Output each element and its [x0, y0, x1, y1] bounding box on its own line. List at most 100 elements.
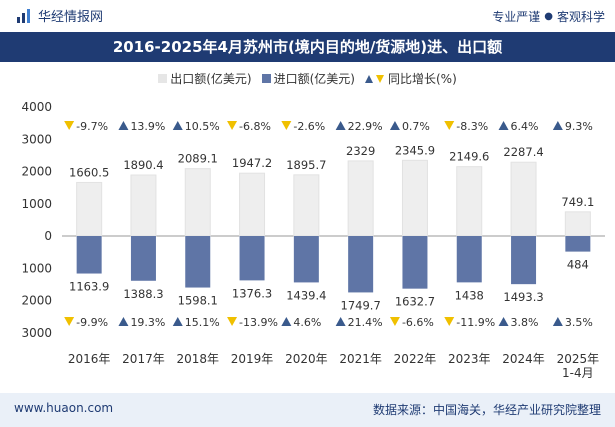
import-bar	[511, 236, 537, 285]
import-growth-triangle-icon	[552, 317, 563, 326]
x-category-label: 2021年	[339, 352, 382, 366]
import-data-label: 484	[567, 258, 589, 272]
x-category-label: 2022年	[394, 352, 437, 366]
separator-dot-icon: ●	[544, 11, 553, 22]
export-growth-label: -9.7%	[76, 120, 108, 133]
x-category-label: 2024年	[502, 352, 545, 366]
import-growth-triangle-icon	[281, 317, 292, 326]
footer-website[interactable]: www.huaon.com	[14, 401, 114, 415]
export-growth-triangle-icon	[227, 121, 238, 130]
export-bar	[401, 159, 428, 237]
x-category-label: 2016年	[68, 352, 111, 366]
export-data-label: 1947.2	[232, 156, 272, 170]
export-growth-label: 22.9%	[348, 120, 383, 133]
export-data-label: 1895.7	[286, 158, 326, 172]
export-growth-label: 0.7%	[402, 120, 430, 133]
legend-item-import[interactable]: 进口额(亿美元)	[261, 70, 355, 87]
legend-item-growth[interactable]: 同比增长(%)	[364, 70, 457, 87]
import-data-label: 1598.1	[178, 294, 218, 308]
import-growth-label: 21.4%	[348, 316, 383, 329]
import-growth-triangle-icon	[227, 317, 238, 326]
import-growth-label: 3.5%	[565, 316, 593, 329]
export-data-label: 749.1	[561, 195, 594, 209]
import-growth-triangle-icon	[64, 317, 75, 326]
import-growth-label: 15.1%	[185, 316, 220, 329]
import-data-label: 1749.7	[341, 298, 381, 312]
brand-logo-icon	[17, 8, 30, 23]
import-data-label: 1632.7	[395, 295, 435, 309]
export-growth-triangle-icon	[389, 121, 400, 130]
export-growth-label: 9.3%	[565, 120, 593, 133]
import-growth-label: -11.9%	[456, 316, 495, 329]
legend-label-import: 进口额(亿美元)	[273, 72, 355, 86]
y-tick-label: 0	[44, 229, 52, 243]
export-growth-triangle-icon	[498, 121, 509, 130]
brand[interactable]: 华经情报网	[16, 6, 103, 25]
footer-source: 数据来源：中国海关，华经产业研究院整理	[372, 403, 601, 417]
export-data-label: 2329	[346, 144, 375, 158]
import-data-label: 1376.3	[232, 286, 272, 300]
export-bar	[130, 174, 157, 237]
y-tick-label: 2000	[21, 165, 52, 179]
export-growth-triangle-icon	[335, 121, 346, 130]
x-category-label: 1-4月	[562, 366, 594, 380]
slogan-left: 专业严谨	[492, 10, 541, 24]
export-growth-label: -2.6%	[293, 120, 325, 133]
import-bar	[565, 236, 591, 252]
export-bar	[347, 160, 374, 237]
import-bar	[76, 236, 102, 274]
export-growth-label: 13.9%	[130, 120, 165, 133]
export-bar	[239, 172, 266, 237]
import-growth-triangle-icon	[444, 317, 455, 326]
import-bar	[456, 236, 482, 283]
import-growth-label: -9.9%	[76, 316, 108, 329]
export-growth-label: -6.8%	[239, 120, 271, 133]
import-data-label: 1438	[455, 288, 484, 302]
import-data-label: 1493.3	[503, 290, 543, 304]
export-growth-triangle-icon	[281, 121, 292, 130]
legend-triangle-icons	[364, 74, 384, 83]
top-bar: 华经情报网 专业严谨 ● 客观科学	[0, 0, 615, 32]
import-bar	[239, 236, 265, 281]
export-data-label: 2287.4	[503, 145, 543, 159]
chart-title: 2016-2025年4月苏州市(境内目的地/货源地)进、出口额	[0, 32, 615, 62]
y-tick-label: 1000	[21, 261, 52, 275]
import-growth-label: -6.6%	[402, 316, 434, 329]
x-category-label: 2020年	[285, 352, 328, 366]
export-growth-triangle-icon	[172, 121, 183, 130]
legend-swatch-export	[158, 74, 168, 83]
import-growth-label: -13.9%	[239, 316, 278, 329]
export-growth-triangle-icon	[552, 121, 563, 130]
import-bar	[402, 236, 428, 289]
export-bar	[564, 211, 591, 237]
import-growth-label: 19.3%	[130, 316, 165, 329]
export-growth-label: 6.4%	[511, 120, 539, 133]
chart-legend: 出口额(亿美元) 进口额(亿美元) 同比增长(%)	[0, 70, 615, 87]
y-tick-label: 2000	[21, 294, 52, 308]
import-growth-triangle-icon	[118, 317, 129, 326]
x-category-label: 2018年	[176, 352, 219, 366]
import-growth-label: 3.8%	[511, 316, 539, 329]
export-growth-label: -8.3%	[456, 120, 488, 133]
import-bar	[348, 236, 374, 293]
footer: www.huaon.com 数据来源：中国海关，华经产业研究院整理	[0, 393, 615, 427]
y-tick-label: 4000	[21, 100, 52, 114]
import-growth-triangle-icon	[498, 317, 509, 326]
legend-swatch-import	[261, 74, 271, 83]
export-data-label: 2149.6	[449, 150, 489, 164]
import-data-label: 1163.9	[69, 280, 109, 294]
import-growth-triangle-icon	[172, 317, 183, 326]
import-growth-triangle-icon	[335, 317, 346, 326]
export-data-label: 2089.1	[178, 152, 218, 166]
x-category-label: 2019年	[231, 352, 274, 366]
import-bar	[185, 236, 211, 288]
export-bar	[293, 174, 320, 237]
export-bar	[510, 161, 537, 237]
export-data-label: 1660.5	[69, 165, 109, 179]
bar-chart-svg: 4000 3000 2000 1000 0 1000 2000 3000 1660.5 1163.…	[21, 100, 605, 380]
import-bar	[130, 236, 156, 281]
legend-item-export[interactable]: 出口额(亿美元)	[158, 70, 252, 87]
export-growth-triangle-icon	[118, 121, 129, 130]
x-category-label: 2023年	[448, 352, 491, 366]
x-category-label: 2017年	[122, 352, 165, 366]
